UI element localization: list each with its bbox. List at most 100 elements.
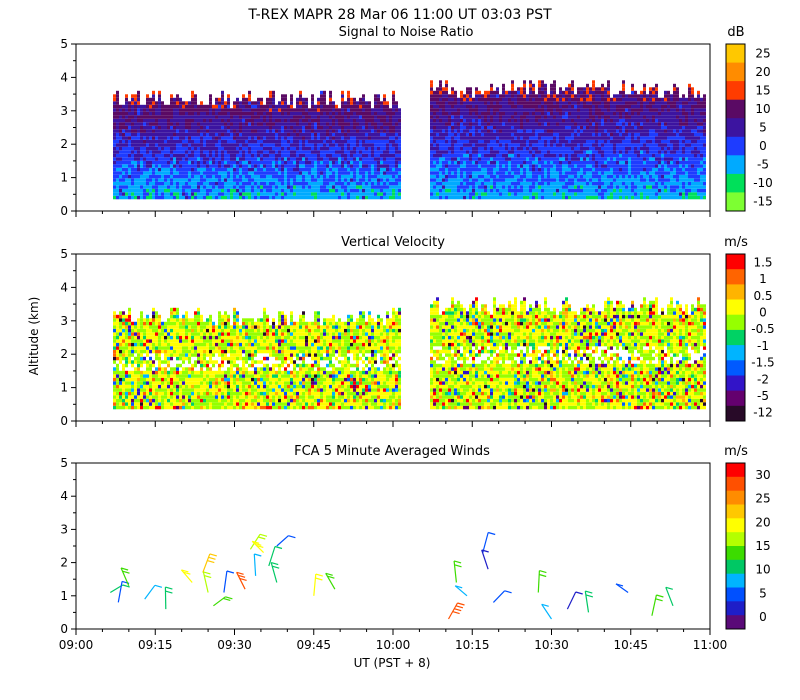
heatmap-cell bbox=[637, 139, 640, 144]
heatmap-cell bbox=[176, 132, 179, 137]
heatmap-cell bbox=[272, 132, 275, 137]
heatmap-cell bbox=[245, 136, 248, 140]
heatmap-cell bbox=[269, 125, 272, 130]
heatmap-cell bbox=[164, 185, 167, 189]
heatmap-cell bbox=[188, 101, 191, 105]
heatmap-cell bbox=[128, 132, 131, 137]
heatmap-cell bbox=[604, 111, 607, 116]
heatmap-cell bbox=[466, 157, 469, 161]
heatmap-cell bbox=[625, 125, 628, 130]
heatmap-cell bbox=[616, 104, 619, 109]
heatmap-cell bbox=[140, 104, 143, 109]
heatmap-cell bbox=[356, 146, 359, 151]
heatmap-cell bbox=[260, 157, 263, 161]
heatmap-cell bbox=[442, 125, 445, 130]
heatmap-cell bbox=[628, 157, 631, 161]
heatmap-cell bbox=[353, 192, 356, 196]
heatmap-cell bbox=[281, 139, 284, 144]
heatmap-cell bbox=[134, 143, 137, 147]
heatmap-cell bbox=[134, 111, 137, 116]
heatmap-cell bbox=[622, 122, 625, 126]
heatmap-cell bbox=[502, 181, 505, 186]
heatmap-cell bbox=[143, 129, 146, 133]
heatmap-cell bbox=[610, 171, 613, 175]
heatmap-cell bbox=[619, 101, 622, 105]
heatmap-cell bbox=[577, 111, 580, 116]
heatmap-cell bbox=[430, 192, 433, 196]
heatmap-cell bbox=[212, 118, 215, 123]
heatmap-cell bbox=[619, 104, 622, 109]
heatmap-cell bbox=[442, 188, 445, 193]
heatmap-cell bbox=[535, 125, 538, 130]
heatmap-cell bbox=[499, 115, 502, 119]
heatmap-cell bbox=[565, 192, 568, 196]
heatmap-cell bbox=[326, 118, 329, 123]
heatmap-cell bbox=[260, 108, 263, 112]
heatmap-cell bbox=[272, 125, 275, 130]
heatmap-cell bbox=[595, 181, 598, 186]
heatmap-cell bbox=[170, 139, 173, 144]
heatmap-cell bbox=[529, 125, 532, 130]
heatmap-cell bbox=[493, 174, 496, 179]
heatmap-cell bbox=[239, 174, 242, 179]
heatmap-cell bbox=[490, 160, 493, 165]
heatmap-cell bbox=[478, 115, 481, 119]
heatmap-cell bbox=[254, 101, 257, 105]
heatmap-cell bbox=[526, 97, 529, 102]
heatmap-cell bbox=[284, 132, 287, 137]
heatmap-cell bbox=[344, 157, 347, 161]
heatmap-cell bbox=[442, 164, 445, 168]
heatmap-cell bbox=[263, 108, 266, 112]
heatmap-cell bbox=[173, 139, 176, 144]
heatmap-cell bbox=[613, 195, 616, 200]
heatmap-cell bbox=[395, 108, 398, 112]
heatmap-cell bbox=[613, 101, 616, 105]
heatmap-cell bbox=[511, 80, 514, 84]
heatmap-cell bbox=[182, 150, 185, 154]
heatmap-cell bbox=[311, 97, 314, 102]
heatmap-cell bbox=[296, 157, 299, 161]
heatmap-cell bbox=[392, 192, 395, 196]
heatmap-cell bbox=[326, 146, 329, 151]
heatmap-cell bbox=[520, 192, 523, 196]
heatmap-cell bbox=[242, 101, 245, 105]
heatmap-cell bbox=[182, 111, 185, 116]
heatmap-cell bbox=[299, 111, 302, 116]
heatmap-cell bbox=[191, 143, 194, 147]
heatmap-cell bbox=[215, 171, 218, 175]
heatmap-cell bbox=[574, 115, 577, 119]
heatmap-cell bbox=[622, 167, 625, 172]
heatmap-cell bbox=[326, 139, 329, 144]
heatmap-cell bbox=[374, 150, 377, 154]
heatmap-cell bbox=[499, 122, 502, 126]
heatmap-cell bbox=[550, 115, 553, 119]
heatmap-cell bbox=[481, 185, 484, 189]
heatmap-cell bbox=[368, 167, 371, 172]
heatmap-cell bbox=[547, 174, 550, 179]
heatmap-cell bbox=[356, 111, 359, 116]
heatmap-cell bbox=[496, 164, 499, 168]
heatmap-cell bbox=[523, 171, 526, 175]
heatmap-cell bbox=[448, 195, 451, 200]
heatmap-cell bbox=[430, 178, 433, 182]
heatmap-cell bbox=[158, 111, 161, 116]
heatmap-cell bbox=[526, 185, 529, 189]
heatmap-cell bbox=[583, 195, 586, 200]
heatmap-cell bbox=[481, 171, 484, 175]
heatmap-cell bbox=[511, 174, 514, 179]
heatmap-cell bbox=[179, 115, 182, 119]
heatmap-cell bbox=[496, 104, 499, 109]
heatmap-cell bbox=[634, 90, 637, 95]
heatmap-cell bbox=[170, 153, 173, 158]
heatmap-cell bbox=[457, 125, 460, 130]
heatmap-cell bbox=[499, 125, 502, 130]
heatmap-cell bbox=[538, 111, 541, 116]
heatmap-cell bbox=[290, 136, 293, 140]
heatmap-cell bbox=[445, 108, 448, 112]
heatmap-cell bbox=[517, 143, 520, 147]
heatmap-cell bbox=[463, 146, 466, 151]
heatmap-cell bbox=[323, 90, 326, 95]
heatmap-cell bbox=[395, 132, 398, 137]
heatmap-cell bbox=[436, 87, 439, 91]
heatmap-cell bbox=[520, 160, 523, 165]
